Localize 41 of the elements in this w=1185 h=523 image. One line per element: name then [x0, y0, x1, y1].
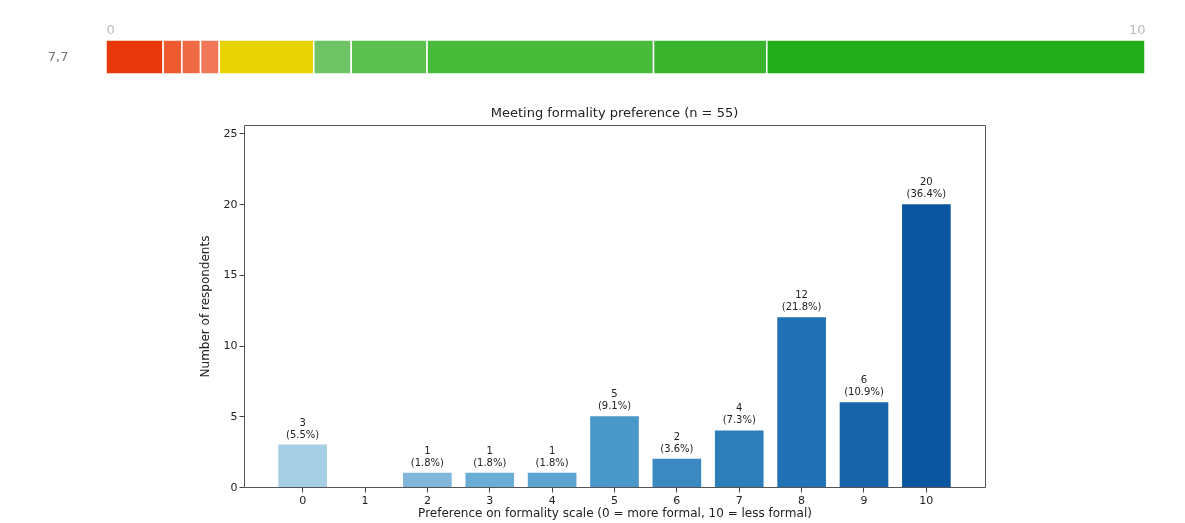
x-tick-label: 7 [735, 493, 743, 507]
data-label: 6 (10.9%) [844, 374, 884, 398]
y-tick-label: 7,7 [47, 49, 69, 64]
bar [777, 317, 826, 487]
data-label: 1 (1.8%) [535, 444, 569, 468]
y-tick-label: 10 [223, 339, 238, 353]
x-tick-label: 8 [798, 493, 806, 507]
bar [652, 458, 702, 487]
data-label: 4 (7.3%) [722, 402, 756, 426]
y-tick-label: 0 [230, 480, 238, 494]
bar [278, 444, 327, 487]
y-tick-label: 15 [223, 268, 238, 282]
x-tick-label: 6 [673, 493, 681, 507]
x-tick-label: 9 [860, 493, 868, 507]
x-tick-label: 2 [423, 493, 431, 507]
bar [403, 472, 452, 487]
bar [465, 472, 515, 487]
data-label: 20 (36.4%) [906, 176, 947, 200]
chart-title: Meeting formality preference (n = 55) [490, 105, 739, 120]
x-tick-label: 3 [486, 493, 494, 507]
y-tick-label: 5 [230, 409, 238, 423]
data-label: 1 (1.8%) [473, 444, 507, 468]
bar [714, 430, 764, 487]
x-tick-label: 0 [299, 493, 307, 507]
bar [902, 204, 951, 487]
bar [527, 472, 577, 487]
x-tick-label: 4 [548, 493, 556, 507]
y-tick-label: 20 [223, 197, 238, 211]
x-tick-label: 5 [611, 493, 618, 507]
x-axis-title: Preference on formality scale (0 = more formal, 10 = less formal) [418, 505, 812, 520]
bar [839, 402, 889, 487]
y-axis-title: Number of respondents [197, 235, 212, 378]
x-tick-label: 1 [361, 493, 369, 507]
data-label: 12 (21.8%) [781, 289, 822, 313]
y-tick-label: 25 [223, 126, 238, 140]
x-tick-label: 10 [919, 493, 934, 507]
data-label: 5 (9.1%) [597, 388, 632, 412]
data-label: 2 (3.6%) [660, 430, 694, 454]
data-label: 1 (1.8%) [410, 444, 445, 468]
data-label: 3 (5.5%) [286, 416, 320, 440]
bar [590, 416, 639, 487]
